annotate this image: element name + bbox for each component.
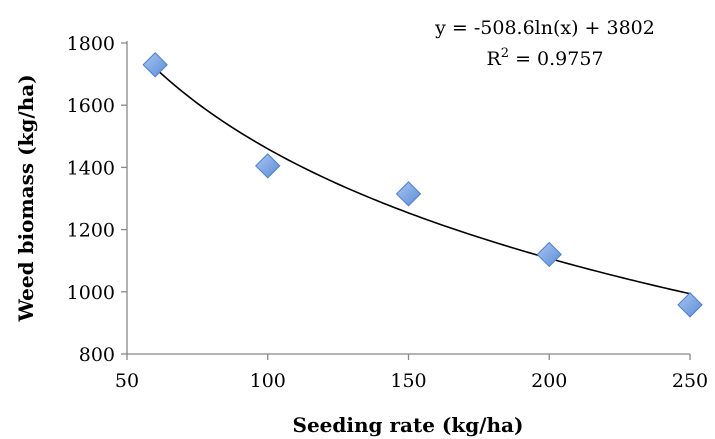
trendline-equation: y = -508.6ln(x) + 3802 (434, 17, 655, 39)
x-tick-label: 100 (250, 370, 286, 392)
y-axis-title: Weed biomass (kg/ha) (14, 74, 38, 322)
trendline-curve (154, 67, 691, 295)
x-tick-label: 50 (115, 370, 139, 392)
y-tick-label: 800 (79, 344, 115, 366)
data-points (142, 52, 703, 318)
x-tick-label: 200 (531, 370, 567, 392)
data-point-diamond (677, 292, 703, 318)
r-squared-superscript: 2 (501, 46, 509, 61)
y-tick-label: 1600 (67, 95, 115, 117)
trendline (154, 67, 691, 295)
x-axis-title: Seeding rate (kg/ha) (293, 413, 524, 437)
axes: 800 1000 1200 1400 1600 1800 50 100 150 200 250 (67, 33, 708, 392)
data-point-diamond (395, 181, 422, 207)
y-tick-label: 1200 (67, 220, 115, 242)
data-point-diamond (536, 241, 562, 268)
x-tick-label: 250 (672, 370, 708, 392)
data-point-diamond (255, 153, 281, 179)
y-tick-label: 1000 (67, 282, 115, 304)
y-tick-label: 1400 (67, 157, 115, 179)
y-tick-label: 1800 (67, 33, 115, 55)
r-squared-value: = 0.9757 (509, 48, 603, 70)
r-squared-symbol: R (486, 48, 501, 70)
data-point-diamond (142, 52, 168, 78)
r-squared-label: R2 = 0.9757 (486, 46, 603, 70)
x-tick-label: 150 (390, 370, 426, 392)
